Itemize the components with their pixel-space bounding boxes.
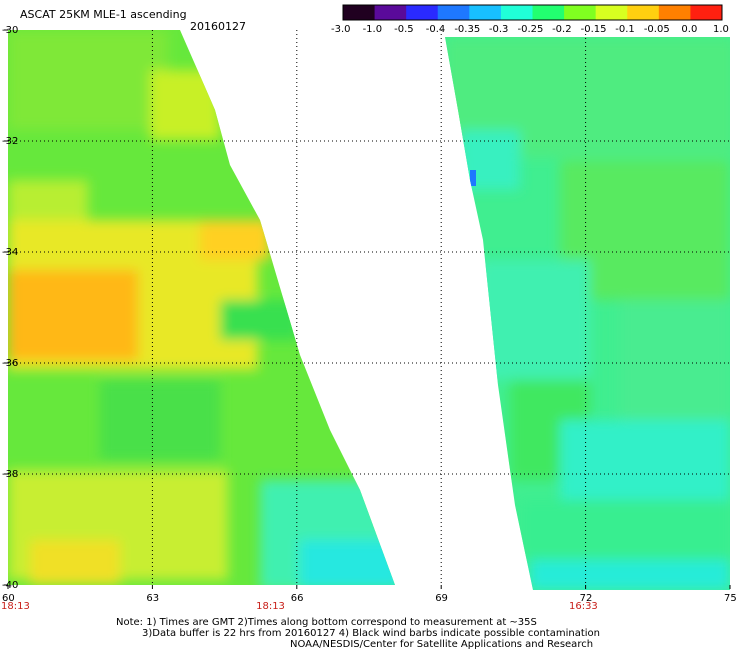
colorbar-swatch (595, 5, 628, 20)
colorbar-swatch (564, 5, 597, 20)
colorbar-swatch (532, 5, 565, 20)
colorbar-label: -0.1 (615, 24, 635, 35)
note-line-2: 3)Data buffer is 22 hrs from 20160127 4)… (142, 628, 600, 639)
pass-time-label: 16:33 (568, 601, 598, 612)
colorbar-label: -0.25 (517, 24, 544, 35)
lon-label: 72 (579, 593, 593, 604)
colorbar-label: -0.3 (488, 24, 509, 35)
map-title: ASCAT 25KM MLE-1 ascending (20, 8, 187, 21)
colorbar-swatches (342, 4, 723, 21)
colorbar-label: -3.0 (331, 24, 351, 35)
axis-ticks (4, 29, 731, 589)
colorbar-swatch (437, 5, 470, 20)
lat-label: -36 (2, 358, 19, 369)
colorbar-label: -1.0 (362, 24, 383, 35)
graticule-grid (8, 30, 730, 585)
lat-label: -38 (2, 469, 19, 480)
colorbar-border (342, 4, 723, 21)
pass-time-label: 18:13 (256, 601, 285, 612)
lon-label: 60 (2, 593, 15, 604)
colorbar-label: -0.35 (454, 24, 481, 35)
colorbar (342, 4, 723, 21)
colorbar-swatch (406, 5, 439, 20)
lat-label: -34 (2, 247, 19, 258)
lon-label: 66 (290, 593, 304, 604)
colorbar-swatch (469, 5, 502, 20)
colorbar-swatch (627, 5, 660, 20)
colorbar-swatch (374, 5, 407, 20)
colorbar-swatch (500, 5, 533, 20)
lat-label: -32 (2, 136, 19, 147)
colorbar-label: 1.0 (713, 24, 729, 35)
colorbar-label: -0.15 (580, 24, 607, 35)
colorbar-label: -0.4 (425, 24, 446, 35)
right-swath (445, 37, 730, 590)
lat-label: -40 (2, 580, 19, 591)
note-line-3: NOAA/NESDIS/Center for Satellite Applica… (290, 639, 594, 650)
colorbar-label: -0.05 (643, 24, 670, 35)
map-date: 20160127 (190, 20, 246, 33)
lon-label: 69 (435, 593, 448, 604)
colorbar-label: -0.2 (552, 24, 572, 35)
satellite-map (4, 29, 731, 590)
lat-label: -30 (2, 25, 19, 36)
colorbar-swatch (658, 5, 691, 20)
colorbar-swatch (343, 5, 376, 20)
lon-label: 75 (724, 593, 737, 604)
pass-time-label: 18:13 (1, 601, 30, 612)
lon-label: 63 (146, 593, 160, 604)
colorbar-label: -0.5 (394, 24, 414, 35)
colorbar-label: 0.0 (681, 24, 698, 35)
left-swath (8, 30, 395, 585)
note-line-1: Note: 1) Times are GMT 2)Times along bot… (116, 617, 537, 628)
colorbar-swatch (690, 5, 723, 20)
